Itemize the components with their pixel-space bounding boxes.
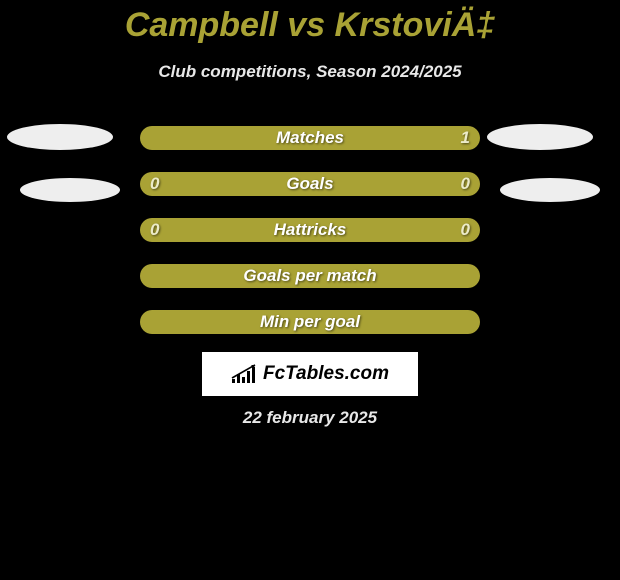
player-placeholder-3 <box>500 178 600 202</box>
stat-value-left: 0 <box>150 220 159 240</box>
infographic-date: 22 february 2025 <box>0 408 620 428</box>
page-title: Campbell vs KrstoviÄ‡ <box>0 6 620 45</box>
fctables-logo: FcTables.com <box>202 352 418 396</box>
stat-value-right: 0 <box>461 220 470 240</box>
stat-value-right: 1 <box>461 128 470 148</box>
stats-container: Matches1Goals00Hattricks00Goals per matc… <box>140 126 480 356</box>
logo-text: FcTables.com <box>263 363 389 385</box>
bar-chart-icon <box>231 364 257 384</box>
stat-row-matches: Matches1 <box>140 126 480 150</box>
stat-row-goals: Goals0 0 <box>140 172 480 196</box>
player-placeholder-2 <box>487 124 593 150</box>
player-placeholder-0 <box>7 124 113 150</box>
stat-value-right: 0 <box>461 174 470 194</box>
stat-row-goals-per-match: Goals per match <box>140 264 480 288</box>
player-placeholder-1 <box>20 178 120 202</box>
stat-label: Matches <box>140 128 480 148</box>
stat-label: Min per goal <box>140 312 480 332</box>
stat-row-min-per-goal: Min per goal <box>140 310 480 334</box>
stat-label: Goals per match <box>140 266 480 286</box>
page-subtitle: Club competitions, Season 2024/2025 <box>0 62 620 82</box>
stat-row-hattricks: Hattricks0 0 <box>140 218 480 242</box>
stat-label: Goals <box>140 174 480 194</box>
stat-value-left: 0 <box>150 174 159 194</box>
stat-label: Hattricks <box>140 220 480 240</box>
